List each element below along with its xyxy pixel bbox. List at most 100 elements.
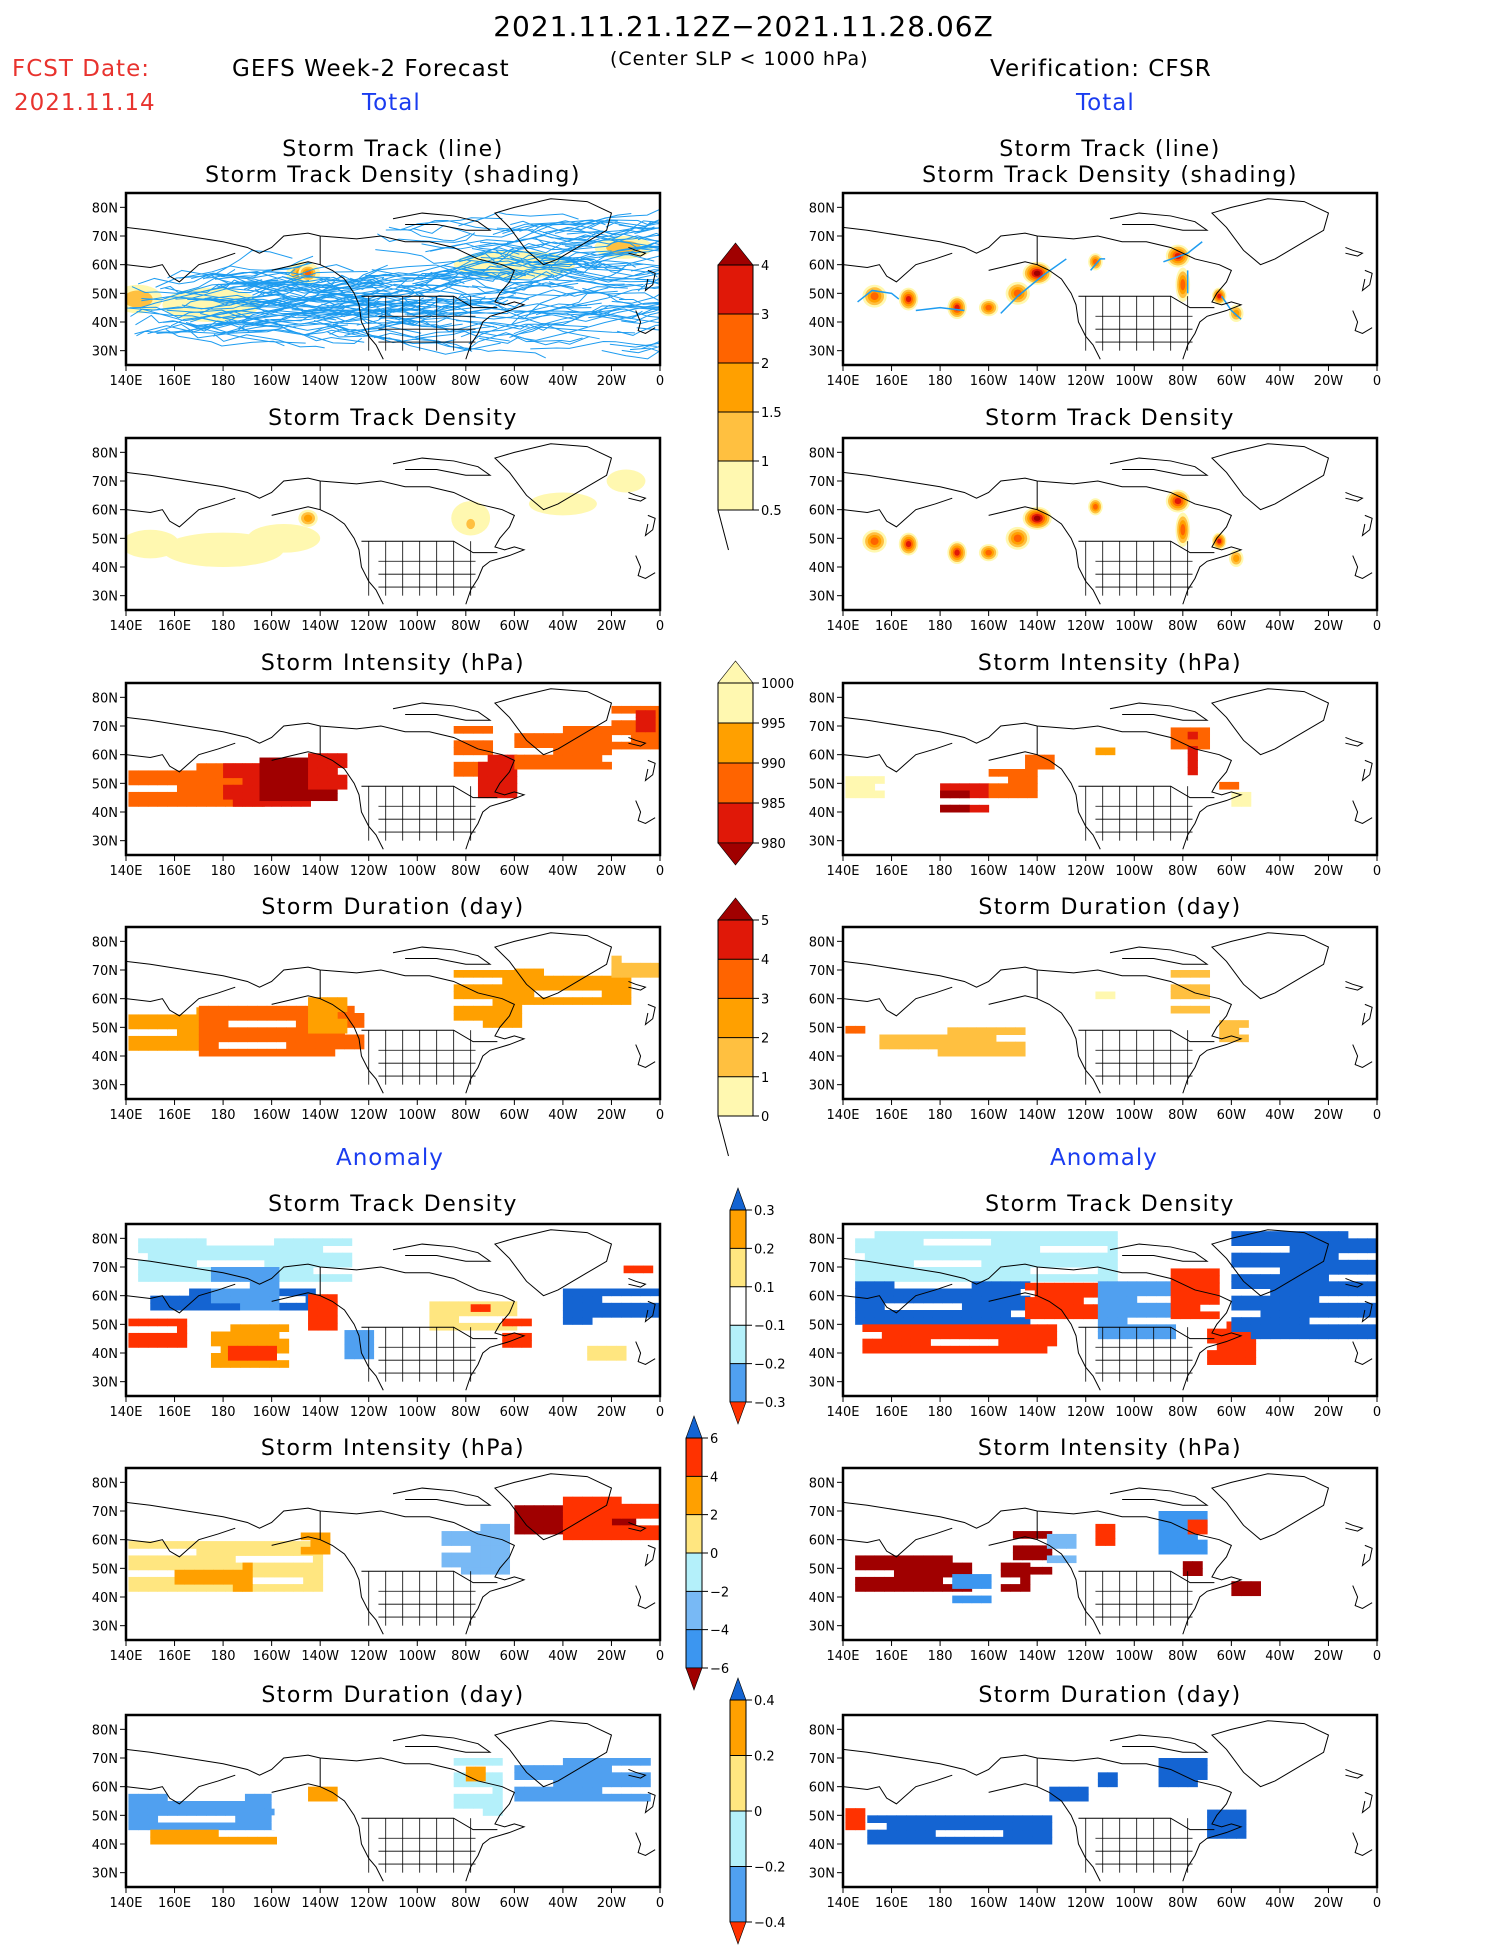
- grid-cell: [320, 1532, 331, 1541]
- grid-cell: [940, 1324, 951, 1332]
- colorbar-segment: [718, 763, 753, 803]
- storm-track: [524, 308, 660, 341]
- lon-tick-label: 0: [656, 864, 664, 879]
- grid-cell: [884, 1288, 895, 1297]
- colorbar-segment: [730, 1325, 746, 1364]
- grid-cell: [1299, 1310, 1310, 1318]
- grid-cell: [1034, 1311, 1045, 1320]
- storm-track: [595, 276, 660, 283]
- grid-cell: [295, 1034, 307, 1043]
- grid-cell: [198, 1005, 210, 1014]
- grid-cell: [441, 1559, 452, 1568]
- grid-cell: [978, 1331, 990, 1340]
- grid-cell: [492, 1801, 503, 1809]
- lon-tick-label: 120W: [350, 1649, 388, 1664]
- grid-cell: [206, 799, 217, 807]
- grid-cell: [611, 1772, 622, 1780]
- grid-cell: [206, 1584, 217, 1592]
- lat-tick-label: 50N: [809, 1021, 835, 1036]
- grid-cell: [1309, 1288, 1320, 1297]
- lon-tick-label: 100W: [1115, 864, 1153, 879]
- grid-cell: [254, 1245, 265, 1254]
- grid-cell: [511, 1020, 523, 1028]
- coastline: [644, 514, 656, 537]
- grid-cell: [640, 1525, 651, 1533]
- grid-cell: [913, 1584, 924, 1592]
- grid-cell: [186, 1014, 197, 1023]
- grid-cell: [1107, 1252, 1118, 1261]
- storm-track: [480, 235, 620, 254]
- grid-cell: [308, 1786, 319, 1795]
- grid-cell: [1190, 727, 1201, 736]
- lat-tick-label: 40N: [809, 1347, 835, 1362]
- density-blob: [985, 304, 992, 311]
- grid-cell: [915, 1836, 927, 1845]
- grid-cell: [227, 1836, 239, 1845]
- grid-cell: [1190, 991, 1201, 1000]
- grid-cell: [186, 770, 197, 779]
- colorbar-label: 1000: [761, 677, 794, 692]
- grid-cell: [903, 1267, 914, 1275]
- grid-cell: [562, 1786, 574, 1795]
- grid-cell: [893, 1245, 905, 1254]
- grid-cell: [269, 757, 280, 766]
- lon-tick-label: 40W: [548, 1108, 578, 1123]
- grid-cell: [264, 1822, 275, 1831]
- map-frame: [841, 1466, 1379, 1642]
- grid-cell: [1347, 1302, 1359, 1311]
- grid-cell: [553, 1765, 564, 1773]
- grid-cell: [640, 1793, 651, 1802]
- grid-cell: [167, 1245, 178, 1254]
- lat-tick-label: 40N: [809, 316, 835, 331]
- grid-cell: [232, 1569, 244, 1578]
- grid-cell: [1228, 781, 1240, 790]
- coastline: [1210, 1229, 1330, 1297]
- grid-cell: [1190, 1275, 1201, 1284]
- grid-cell: [582, 1793, 593, 1802]
- grid-cell: [198, 1829, 210, 1838]
- grid-cell: [971, 1252, 982, 1261]
- lon-tick-label: 140E: [826, 619, 859, 634]
- grid-cell: [1299, 1259, 1310, 1268]
- grid-cell: [1146, 1302, 1157, 1311]
- grid-cell: [186, 799, 197, 807]
- grid-cell: [650, 705, 660, 714]
- colorbar-label: 0.4: [754, 1694, 775, 1709]
- lat-tick-label: 60N: [809, 1781, 835, 1796]
- grid-cell: [582, 1786, 593, 1795]
- grid-cell: [524, 968, 535, 977]
- grid-cell: [601, 1496, 612, 1505]
- grid-cell: [952, 1245, 963, 1254]
- grid-cell: [881, 1338, 893, 1347]
- grid-cell: [480, 1531, 491, 1539]
- grid-cell: [864, 1310, 876, 1318]
- grid-cell: [640, 1779, 651, 1788]
- lat-tick-label: 30N: [809, 345, 835, 360]
- grid-cell: [621, 1503, 632, 1512]
- grid-cell: [961, 1302, 973, 1311]
- grid-cell: [961, 1581, 973, 1589]
- grid-cell: [453, 1005, 464, 1014]
- grid-cell: [983, 1815, 994, 1823]
- colorbar-label: 3: [761, 992, 769, 1007]
- grid-cell: [315, 1041, 326, 1050]
- grid-cell: [128, 1808, 139, 1816]
- grid-cell: [499, 1566, 511, 1575]
- grid-cell: [167, 1808, 178, 1816]
- lat-tick-label: 30N: [92, 835, 118, 850]
- border: [1078, 1029, 1215, 1043]
- lon-tick-label: 120W: [350, 374, 388, 389]
- grid-cell: [592, 1532, 603, 1541]
- storm-track: [291, 309, 431, 320]
- grid-cell: [237, 1048, 248, 1057]
- grid-cell: [514, 1526, 525, 1535]
- grid-cell: [274, 1252, 285, 1261]
- grid-cell: [974, 1822, 985, 1831]
- grid-cell: [582, 1765, 593, 1773]
- grid-cell: [562, 1532, 574, 1541]
- grid-cell: [988, 769, 999, 777]
- grid-cell: [492, 1808, 503, 1816]
- grid-cell: [138, 777, 149, 786]
- grid-cell: [901, 1331, 912, 1340]
